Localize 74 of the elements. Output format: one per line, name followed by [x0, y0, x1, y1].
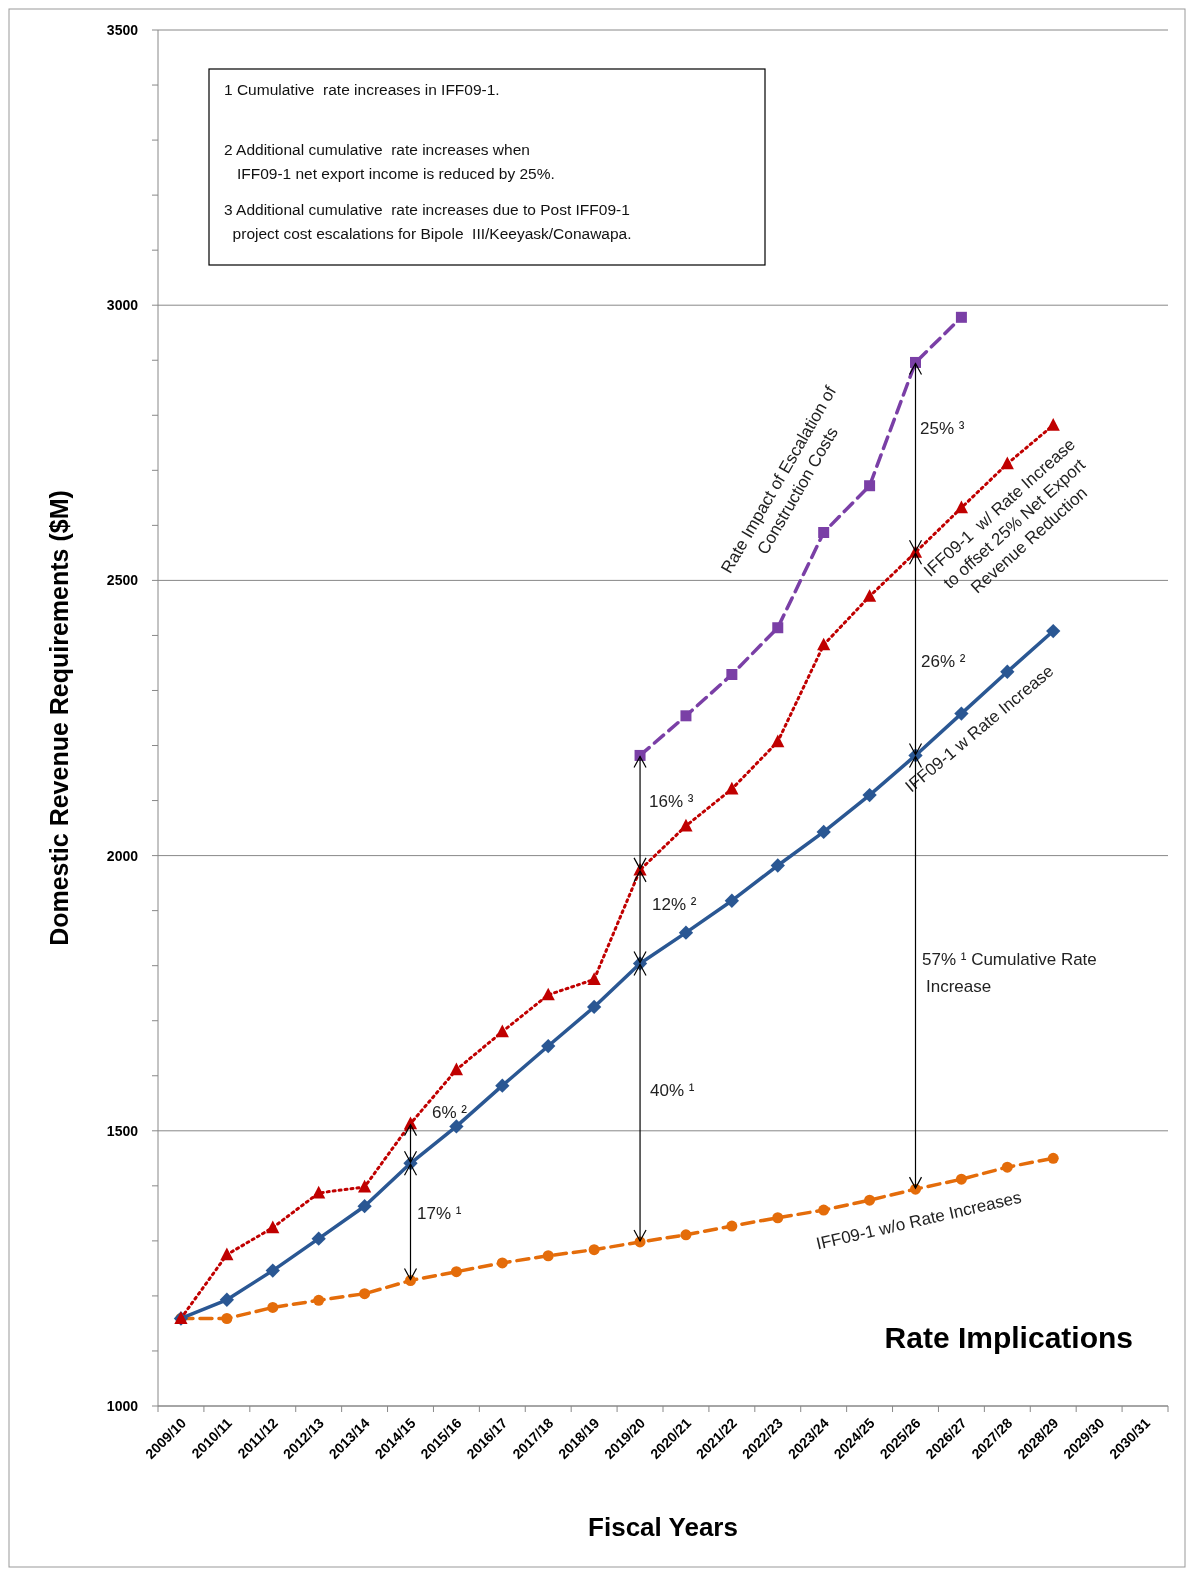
point [267, 1301, 279, 1313]
point [221, 1313, 233, 1324]
annotation: 6% ² [432, 1103, 468, 1122]
point [1000, 456, 1014, 470]
point [357, 1199, 372, 1214]
annotation: 17% ¹ [417, 1204, 462, 1223]
annotation: 3 Additional cumulative rate increases due to Post IFF09-1 project cost escalations for Bipole III/Keeyask/Conawapa. [224, 201, 632, 242]
point [311, 1231, 326, 1246]
point [265, 1263, 280, 1278]
point [955, 311, 967, 323]
point [588, 1244, 600, 1256]
point [724, 893, 740, 908]
y-tick-label: 1500 [106, 1122, 139, 1139]
y-tick-label: 3500 [106, 21, 139, 38]
point [357, 1179, 372, 1193]
point [313, 1294, 325, 1306]
annotation: 26% ² [921, 652, 966, 671]
point [219, 1292, 235, 1307]
point [1047, 1152, 1059, 1164]
annotation: 40% ¹ [650, 1081, 695, 1100]
point [818, 1204, 830, 1216]
point [312, 1185, 326, 1199]
point [862, 589, 877, 602]
point [495, 1024, 509, 1038]
annotation: 1 Cumulative rate increases in IFF09-1. [224, 81, 500, 98]
point [680, 1229, 692, 1241]
point [864, 1194, 876, 1206]
point [954, 500, 969, 514]
point [587, 972, 601, 985]
point [817, 637, 831, 651]
annotation: 2 Additional cumulative rate increases when IFF09-1 net export income is reduced by 25%. [224, 141, 555, 182]
y-axis-title: Domestic Revenue Requirements ($M) [45, 490, 73, 946]
point [816, 824, 831, 840]
point [864, 480, 876, 492]
point [818, 527, 830, 539]
point [726, 1220, 738, 1232]
point [1046, 623, 1061, 639]
point [678, 925, 694, 940]
point [496, 1257, 508, 1269]
point [359, 1288, 371, 1300]
point [726, 669, 738, 681]
annotation: 57% ¹ Cumulative Rate Increase [922, 950, 1097, 996]
annotation: Rate Implications [884, 1321, 1133, 1354]
point [1001, 1161, 1013, 1173]
point [449, 1119, 464, 1134]
point [266, 1220, 280, 1234]
point [862, 787, 877, 803]
point [450, 1266, 462, 1278]
x-axis-title: Fiscal Years [588, 1512, 738, 1542]
point [772, 1212, 784, 1224]
point [771, 734, 785, 748]
point [542, 1250, 554, 1262]
point [495, 1078, 510, 1093]
point [586, 999, 602, 1015]
annotation: 12% ² [652, 895, 697, 914]
point [220, 1247, 234, 1261]
point [772, 622, 784, 634]
point [541, 1038, 556, 1054]
point [770, 858, 785, 873]
point [954, 706, 969, 721]
y-tick-label: 1000 [106, 1397, 139, 1414]
annotation: 16% ³ [649, 792, 694, 811]
text: IFF09-1 w/o Rate Increases [814, 1187, 1024, 1254]
annotation: 25% ³ [920, 419, 965, 438]
point [541, 987, 555, 1001]
point [1046, 418, 1060, 431]
point [449, 1062, 464, 1076]
point [955, 1173, 967, 1185]
point [680, 710, 692, 722]
y-tick-label: 2500 [106, 572, 139, 589]
point [679, 818, 693, 832]
y-tick-label: 2000 [106, 847, 139, 864]
point [725, 781, 739, 795]
y-tick-label: 3000 [106, 297, 139, 314]
